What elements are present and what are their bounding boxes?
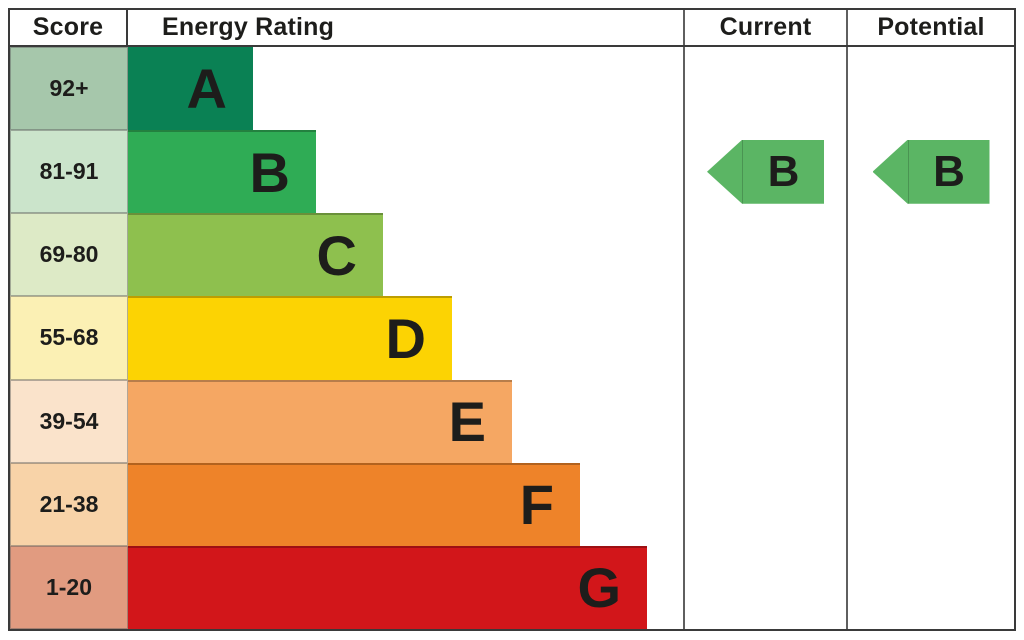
rating-letter: F — [519, 473, 554, 537]
current-cell-g — [683, 545, 846, 629]
header-energy-rating: Energy Rating — [162, 13, 335, 41]
potential-cell-g — [846, 545, 1014, 629]
rating-row-a: 92+ A — [10, 47, 1014, 131]
rating-letter: B — [249, 140, 290, 204]
score-cell-g: 1-20 — [10, 545, 128, 629]
current-cell-e — [683, 379, 846, 463]
rating-letter: E — [448, 390, 486, 454]
potential-cell-f — [846, 462, 1014, 546]
rating-letter: C — [316, 223, 357, 287]
header-potential: Potential — [846, 10, 1014, 45]
score-cell-c: 69-80 — [10, 213, 128, 297]
current-cell-b: B — [683, 130, 846, 214]
current-cell-d — [683, 296, 846, 380]
rating-bar-cell-a: A — [128, 47, 683, 131]
current-rating-arrow: B — [707, 139, 824, 204]
current-cell-a — [683, 47, 846, 131]
score-band-label: 39-54 — [39, 407, 99, 434]
rating-bar-cell-e: E — [128, 379, 683, 463]
rating-row-b: 81-91 B B B — [10, 130, 1014, 214]
rating-bar-cell-b: B — [128, 130, 683, 214]
rating-bar-g: G — [128, 545, 647, 629]
score-band-label: 21-38 — [39, 490, 99, 517]
current-cell-f — [683, 462, 846, 546]
arrow-divider — [907, 139, 909, 204]
score-cell-d: 55-68 — [10, 296, 128, 380]
potential-cell-b: B — [846, 130, 1014, 214]
potential-cell-a — [846, 47, 1014, 131]
current-cell-c — [683, 213, 846, 297]
potential-rating-arrow: B — [872, 139, 990, 204]
potential-cell-e — [846, 379, 1014, 463]
score-band-label: 92+ — [49, 75, 89, 102]
potential-cell-d — [846, 296, 1014, 380]
score-band-label: 81-91 — [39, 158, 99, 185]
rating-row-d: 55-68 D — [10, 296, 1014, 380]
header-score: Score — [10, 10, 128, 45]
rating-letter: A — [186, 56, 227, 120]
score-cell-e: 39-54 — [10, 379, 128, 463]
rating-bar-cell-g: G — [128, 545, 683, 629]
arrow-divider — [742, 139, 744, 204]
rating-row-e: 39-54 E — [10, 379, 1014, 463]
score-band-label: 69-80 — [39, 241, 99, 268]
rating-letter: D — [385, 306, 426, 370]
score-cell-a: 92+ — [10, 47, 128, 131]
score-band-label: 55-68 — [39, 324, 99, 351]
header-row: Score Energy Rating Current Potential — [10, 10, 1014, 47]
rating-bar-a: A — [128, 47, 253, 131]
potential-rating-letter: B — [933, 146, 965, 196]
rating-bar-f: F — [128, 462, 580, 546]
rating-bar-c: C — [128, 213, 383, 297]
rating-row-g: 1-20 G — [10, 545, 1014, 629]
rating-letter: G — [577, 556, 621, 620]
rating-row-c: 69-80 C — [10, 213, 1014, 297]
rating-bar-cell-f: F — [128, 462, 683, 546]
potential-cell-c — [846, 213, 1014, 297]
score-cell-f: 21-38 — [10, 462, 128, 546]
rating-row-f: 21-38 F — [10, 462, 1014, 546]
rating-bar-cell-d: D — [128, 296, 683, 380]
rating-bar-cell-c: C — [128, 213, 683, 297]
header-current: Current — [683, 10, 846, 45]
rating-bar-d: D — [128, 296, 452, 380]
current-rating-letter: B — [767, 146, 800, 196]
score-band-label: 1-20 — [45, 573, 93, 600]
score-cell-b: 81-91 — [10, 130, 128, 214]
rating-bar-b: B — [128, 130, 316, 214]
epc-table: Score Energy Rating Current Potential 92… — [8, 8, 1016, 631]
rating-bar-e: E — [128, 379, 512, 463]
